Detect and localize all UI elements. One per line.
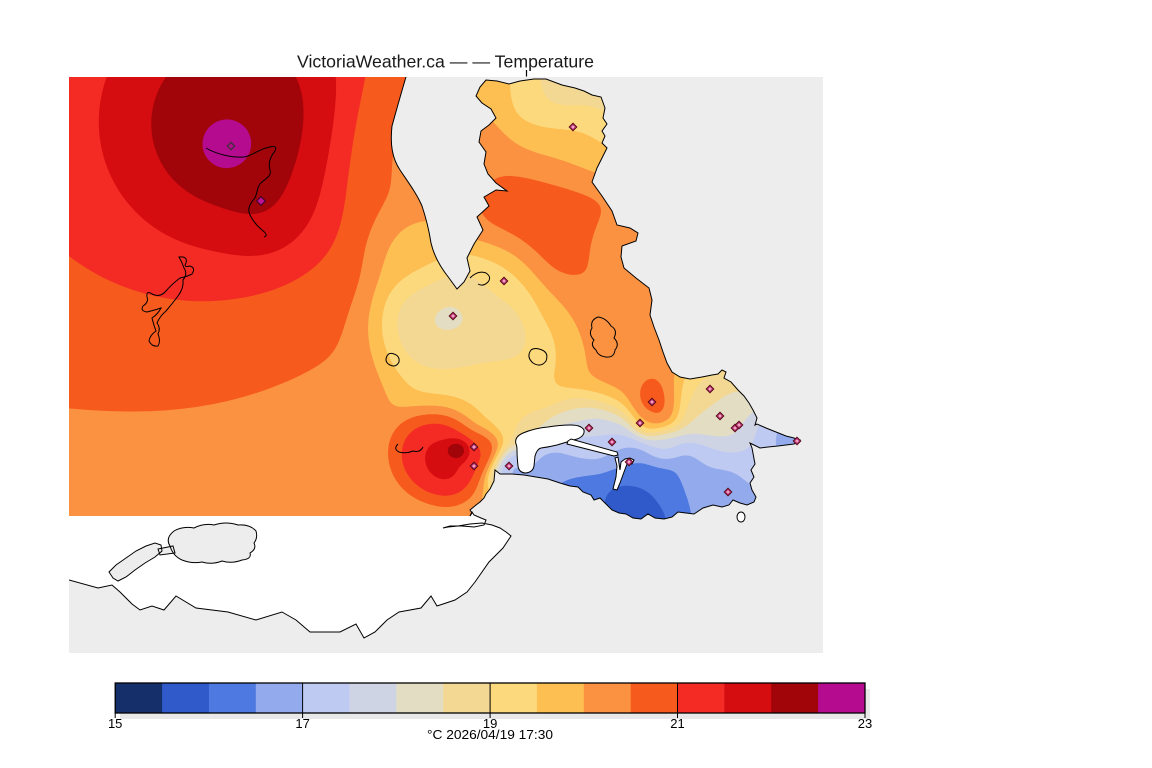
svg-text:19: 19 [483,716,497,731]
svg-text:17: 17 [295,716,309,731]
svg-text:VictoriaWeather.ca — — Tempera: VictoriaWeather.ca — — Temperature [297,52,594,72]
svg-text:15: 15 [108,716,122,731]
svg-text:23: 23 [858,716,872,731]
svg-text:°C 2026/04/19 17:30: °C 2026/04/19 17:30 [427,728,553,742]
svg-text:21: 21 [670,716,684,731]
